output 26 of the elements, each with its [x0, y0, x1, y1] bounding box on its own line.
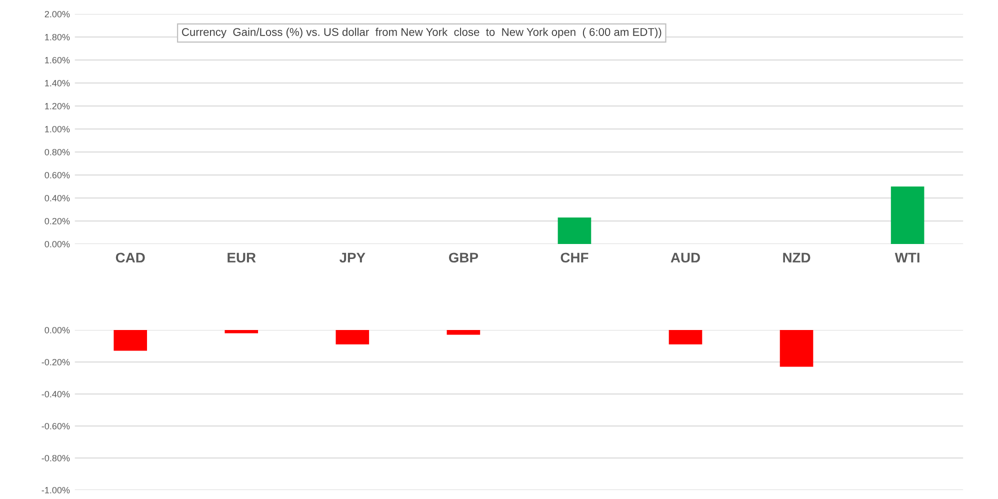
y-tick-label: -0.40% — [42, 390, 70, 398]
y-tick-label: 1.00% — [45, 126, 70, 132]
annotation: Currency Gain/Loss (%) vs. US dollar from New York close to New York open ( 6:00 am EDT)) — [182, 28, 662, 38]
y-tick-label: 2.00% — [44, 10, 70, 18]
y-tick-label: -0.20% — [42, 358, 70, 366]
y-tick-label: 1.20% — [45, 102, 70, 110]
x-tick-label: AUD — [670, 252, 700, 263]
y-tick-label: 1.40% — [45, 80, 70, 86]
x-tick-label: NZD — [783, 252, 810, 262]
y-tick-label: 0.00% — [44, 326, 70, 334]
y-tick-label: 0.00% — [44, 240, 70, 248]
x-tick-label: GBP — [448, 252, 478, 263]
x-tick-label: EUR — [228, 252, 256, 263]
x-tick-label: JPY — [340, 252, 366, 263]
x-tick-label: WTI — [894, 252, 920, 262]
x-tick-label: CAD — [116, 252, 145, 263]
y-tick-label: 0.20% — [44, 218, 70, 224]
y-tick-label: 1.80% — [45, 34, 70, 40]
y-tick-label: -1.00% — [42, 486, 70, 494]
x-tick-label: CHF — [560, 252, 588, 263]
y-tick-label: 0.80% — [44, 148, 70, 156]
y-tick-label: 1.60% — [45, 56, 70, 64]
y-tick-label: 0.40% — [44, 194, 70, 202]
y-tick-label: 0.60% — [44, 172, 70, 178]
y-tick-label: -0.80% — [42, 454, 70, 462]
y-tick-label: -0.60% — [42, 422, 70, 430]
